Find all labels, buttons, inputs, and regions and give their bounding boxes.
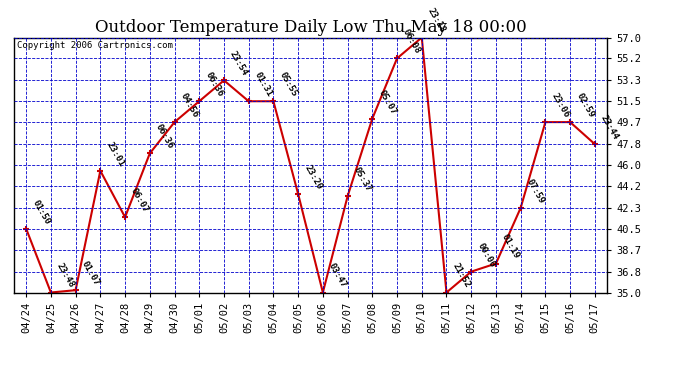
Text: 01:07: 01:07 (80, 260, 101, 287)
Text: 23:06: 23:06 (549, 92, 571, 119)
Text: 02:59: 02:59 (574, 92, 595, 119)
Text: 01:19: 01:19 (500, 233, 522, 261)
Text: 23:20: 23:20 (302, 164, 324, 191)
Text: 06:07: 06:07 (129, 187, 150, 214)
Text: 06:36: 06:36 (154, 123, 175, 151)
Text: 23:54: 23:54 (228, 50, 249, 78)
Text: 23:18: 23:18 (426, 7, 447, 35)
Text: 21:52: 21:52 (451, 262, 472, 290)
Text: 06:08: 06:08 (401, 28, 422, 56)
Text: 03:47: 03:47 (327, 262, 348, 290)
Text: 23:01: 23:01 (104, 140, 126, 168)
Text: 23:48: 23:48 (55, 262, 77, 290)
Text: 00:00: 00:00 (475, 241, 497, 269)
Text: 07:59: 07:59 (525, 177, 546, 205)
Text: 01:31: 01:31 (253, 71, 274, 99)
Text: 05:37: 05:37 (352, 166, 373, 194)
Text: Copyright 2006 Cartronics.com: Copyright 2006 Cartronics.com (17, 41, 172, 50)
Text: 06:36: 06:36 (204, 71, 225, 99)
Text: 01:50: 01:50 (30, 198, 52, 226)
Text: 04:56: 04:56 (179, 92, 200, 119)
Text: 05:55: 05:55 (277, 71, 299, 99)
Text: 23:44: 23:44 (599, 114, 620, 141)
Title: Outdoor Temperature Daily Low Thu May 18 00:00: Outdoor Temperature Daily Low Thu May 18… (95, 19, 526, 36)
Text: 05:07: 05:07 (377, 88, 397, 116)
